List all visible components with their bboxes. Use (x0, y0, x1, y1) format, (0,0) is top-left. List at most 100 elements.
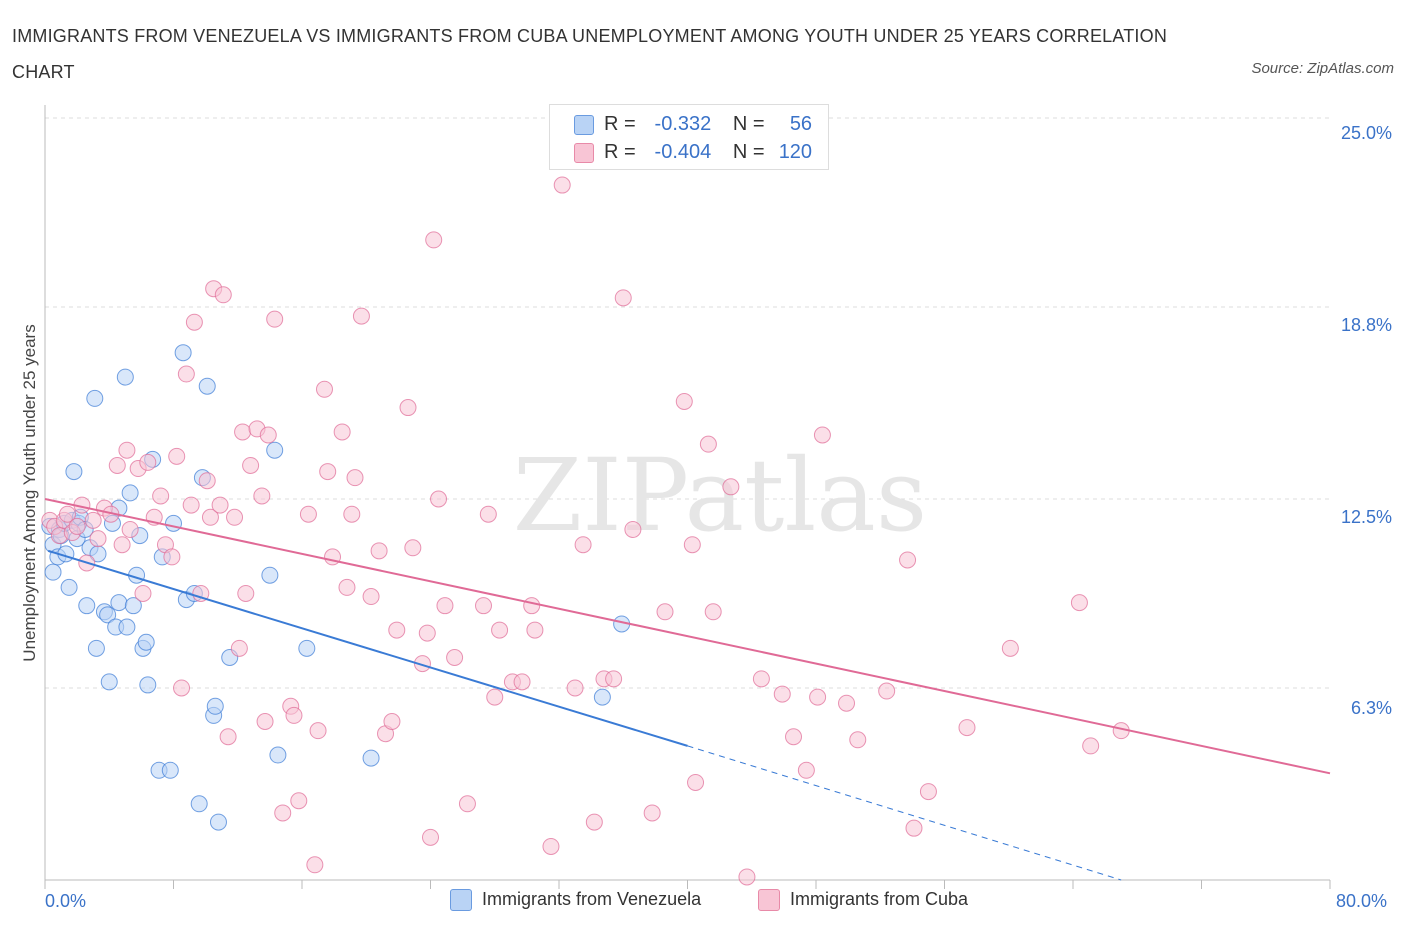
venezuela-point (86, 389, 104, 407)
source-label: Source: ZipAtlas.com (1251, 60, 1394, 77)
cuba-point (309, 722, 327, 740)
legend-row-venezuela: R = -0.332 N = 56 (574, 110, 812, 138)
venezuela-point (139, 676, 157, 694)
cuba-point (237, 584, 255, 602)
legend-item-venezuela: Immigrants from Venezuela (450, 889, 702, 912)
cuba-point (683, 536, 701, 554)
cuba-point (752, 670, 770, 688)
cuba-point (226, 508, 244, 526)
venezuela-point (44, 563, 62, 581)
venezuela-point (190, 795, 208, 813)
y-tick-6-3: 6.3% (1350, 698, 1392, 718)
r-label: R = (604, 113, 636, 135)
venezuela-point (209, 813, 227, 831)
venezuela-point (269, 746, 287, 764)
n-label: N = (732, 141, 765, 163)
cuba-point (475, 597, 493, 615)
cuba-point (68, 517, 86, 535)
cuba-point (134, 584, 152, 602)
cuba-point (919, 783, 937, 801)
cuba-point (899, 551, 917, 569)
cuba-point (121, 520, 139, 538)
cuba-point (513, 673, 531, 691)
venezuela-point (87, 639, 105, 657)
venezuela-legend-label: Immigrants from Venezuela (482, 889, 702, 909)
y-tick-18-8: 18.8% (1340, 315, 1392, 335)
correlation-legend: R = -0.332 N = 56 R = -0.404 N = 120 (549, 104, 829, 170)
venezuela-trend-extension (687, 745, 1122, 881)
cuba-point (430, 490, 448, 508)
cuba-point (352, 307, 370, 325)
cuba-point (266, 310, 284, 328)
legend-item-cuba: Immigrants from Cuba (758, 889, 969, 912)
cuba-point (491, 621, 509, 639)
cuba-point (526, 621, 544, 639)
x-tick-max: 80.0% (1336, 891, 1388, 911)
venezuela-point (100, 673, 118, 691)
cuba-point (113, 536, 131, 554)
cuba-point (285, 706, 303, 724)
cuba-point (436, 597, 454, 615)
cuba-point (446, 648, 464, 666)
venezuela-point (118, 618, 136, 636)
cuba-point (201, 508, 219, 526)
cuba-point (773, 685, 791, 703)
cuba-swatch (574, 142, 594, 163)
r-value-venezuela: -0.332 (654, 113, 712, 135)
cuba-point (905, 819, 923, 837)
r-value-cuba: -0.404 (654, 141, 712, 163)
cuba-point (274, 804, 292, 822)
cuba-point (185, 313, 203, 331)
venezuela-point (206, 697, 224, 715)
y-tick-25: 25.0% (1340, 123, 1392, 143)
venezuela-trend-line (47, 549, 688, 747)
cuba-point (614, 289, 632, 307)
cuba-point (256, 713, 274, 731)
cuba-point (89, 530, 107, 548)
venezuela-point (266, 441, 284, 459)
cuba-point (230, 639, 248, 657)
cuba-point (458, 795, 476, 813)
cuba-point (797, 761, 815, 779)
cuba-point (168, 447, 186, 465)
n-value-venezuela: 56 (789, 113, 813, 135)
cuba-point (418, 624, 436, 642)
cuba-point (370, 542, 388, 560)
venezuela-legend-swatch (450, 889, 472, 912)
cuba-point (699, 435, 717, 453)
cuba-point (177, 365, 195, 383)
cuba-point (198, 472, 216, 490)
cuba-point (242, 456, 260, 474)
cuba-legend-label: Immigrants from Cuba (790, 889, 969, 909)
cuba-legend-swatch (758, 889, 780, 912)
cuba-point (479, 505, 497, 523)
cuba-point (425, 231, 443, 249)
venezuela-point (116, 368, 134, 386)
venezuela-point (110, 594, 128, 612)
cuba-point (211, 496, 229, 514)
r-label: R = (604, 141, 636, 163)
venezuela-point (137, 633, 155, 651)
cuba-point (722, 478, 740, 496)
venezuela-point (198, 377, 216, 395)
cuba-point (574, 536, 592, 554)
cuba-point (849, 731, 867, 749)
venezuela-point (261, 566, 279, 584)
cuba-point (84, 511, 102, 529)
venezuela-point (60, 578, 78, 596)
cuba-point (738, 868, 756, 886)
cuba-point (1082, 737, 1100, 755)
cuba-point (108, 456, 126, 474)
cuba-point (687, 773, 705, 791)
venezuela-swatch (574, 114, 594, 135)
cuba-point (785, 728, 803, 746)
cuba-point (585, 813, 603, 831)
cuba-point (675, 392, 693, 410)
cuba-point (422, 828, 439, 846)
cuba-point (315, 380, 333, 398)
venezuela-point (121, 484, 139, 502)
venezuela-point (78, 597, 96, 615)
venezuela-point (593, 688, 611, 706)
cuba-point (319, 463, 337, 481)
cuba-point (809, 688, 827, 706)
